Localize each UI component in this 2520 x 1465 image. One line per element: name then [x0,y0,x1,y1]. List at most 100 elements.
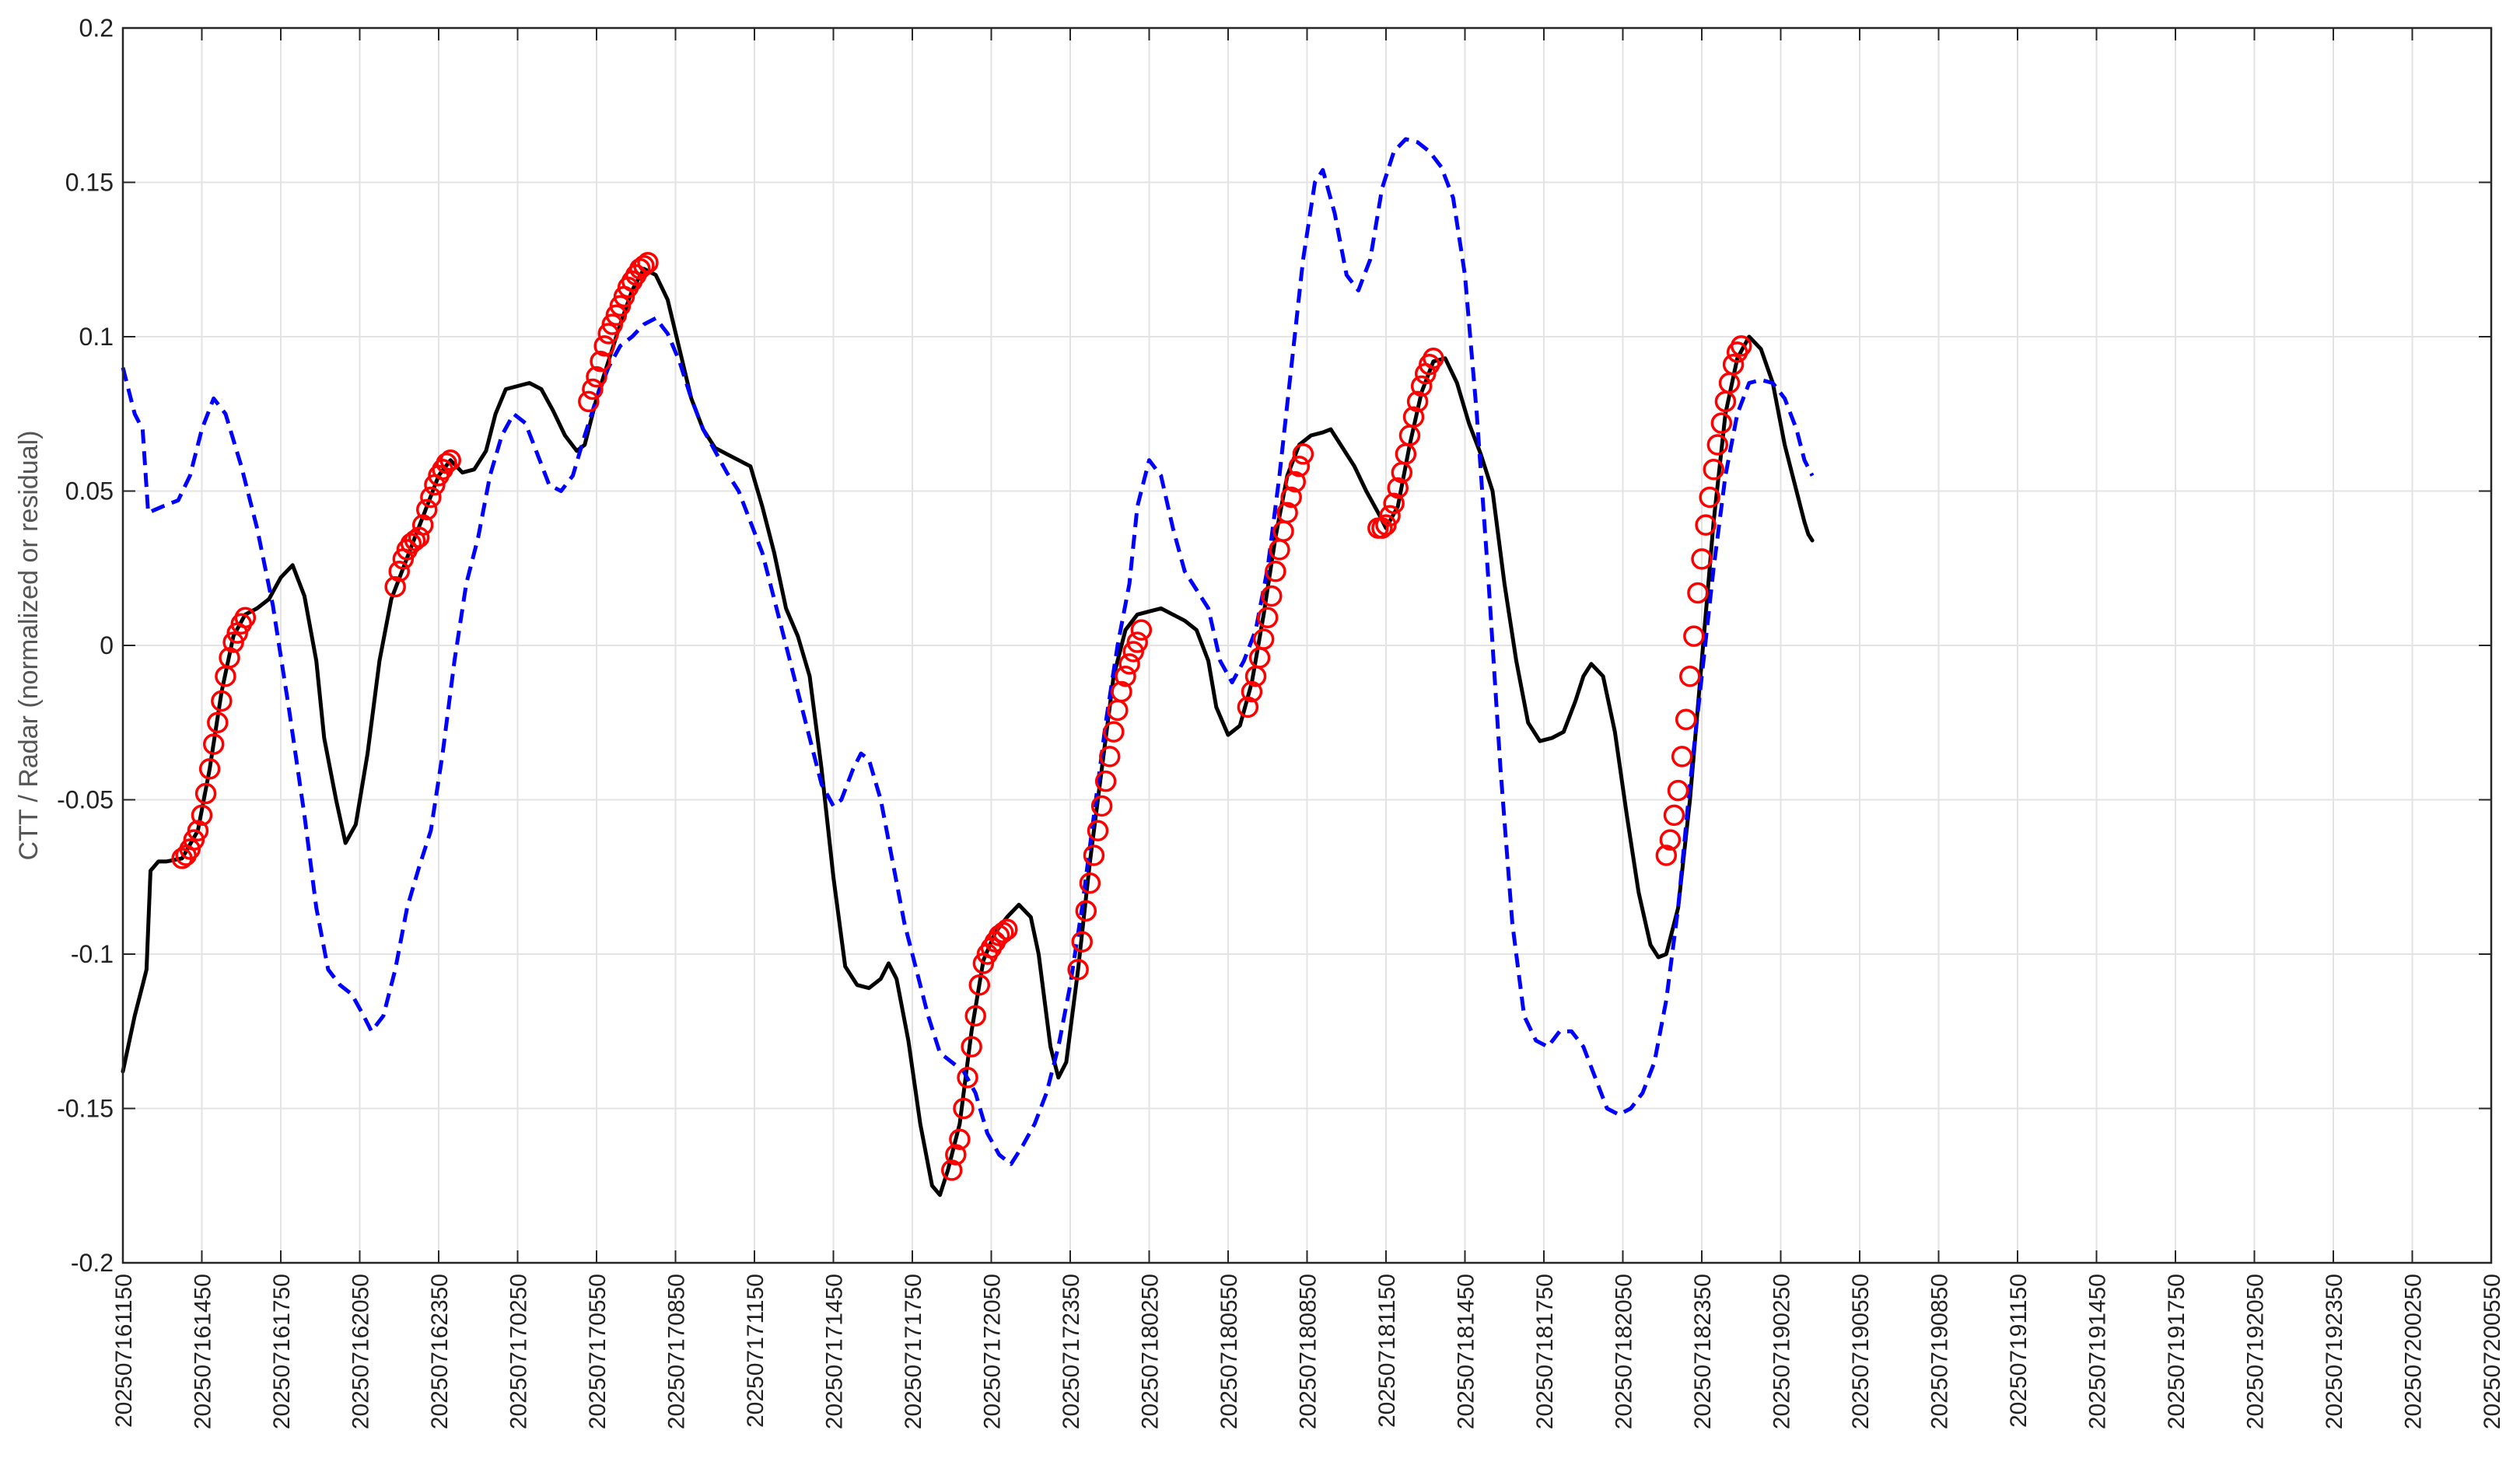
marker-point [605,304,628,326]
marker-point [609,295,632,317]
marker-point [1675,708,1697,731]
marker-point [996,918,1018,940]
marker-point [1237,696,1259,719]
marker-point [1099,746,1121,767]
marker-point [1130,619,1153,641]
marker-point [1722,353,1745,376]
x-tick-label: 202507162350 [427,1274,453,1429]
x-tick-label: 202507162050 [348,1274,374,1429]
marker-point [1375,514,1397,536]
y-tick-label: -0.1 [71,940,114,968]
y-tick-label: -0.05 [57,786,114,814]
marker-point [957,1067,978,1089]
marker-point [219,647,240,669]
marker-point [1406,390,1429,413]
marker-point [968,974,991,996]
marker-point [1679,665,1701,687]
y-axis-ticks: 0.2 0.15 0.1 0.05 0 -0.05 -0.1 -0.15 -0.2 [57,14,2491,1277]
marker-point [1663,804,1685,827]
marker-point [436,453,457,474]
x-tick-label: 202507191150 [2006,1274,2032,1428]
marker-point [961,1036,982,1058]
x-tick-label: 202507190250 [1769,1274,1795,1429]
marker-point [1252,628,1275,650]
marker-point [1699,486,1720,509]
marker-point [1083,844,1105,866]
x-tick-label: 202507171150 [743,1274,768,1428]
marker-point [222,631,244,653]
marker-point [1671,746,1693,767]
marker-point [187,820,209,841]
x-tick-label: 202507170550 [585,1274,611,1429]
x-tick-label: 202507172350 [1059,1274,1084,1429]
marker-point [1655,844,1678,866]
x-tick-label: 202507170250 [506,1274,532,1429]
marker-point [388,560,410,582]
marker-point [1126,631,1149,653]
x-tick-label: 202507191750 [2164,1274,2189,1429]
x-tick-label: 202507161150 [111,1274,137,1428]
x-tick-label: 202507171750 [901,1274,926,1429]
x-tick-label: 202507191450 [2085,1274,2111,1429]
x-tick-label: 202507182350 [1690,1274,1716,1429]
marker-point [578,390,600,413]
marker-point [1659,829,1682,851]
marker-point [420,486,442,509]
marker-point [1379,505,1401,527]
marker-point [211,690,233,712]
marker-point [992,921,1014,943]
marker-point [1067,959,1089,981]
marker-point [1288,455,1311,477]
marker-point [601,313,624,335]
marker-point [1276,502,1298,524]
marker-point [1410,375,1433,397]
marker-point [1691,548,1713,570]
y-tick-label: 0.2 [79,14,114,42]
series-layer [121,137,1815,1198]
marker-point [1079,872,1101,894]
x-tick-label: 202507180550 [1216,1274,1242,1429]
marker-point [945,1144,967,1166]
y-tick-label: 0.05 [65,477,114,505]
marker-point [1695,514,1717,536]
marker-point [949,1128,971,1150]
marker-point [633,254,655,277]
x-tick-label: 202507192350 [2322,1274,2347,1429]
marker-point [194,782,217,805]
marker-point [411,514,434,536]
x-tick-label: 202507190550 [1848,1274,1874,1429]
marker-point [1265,560,1286,582]
x-tick-label: 202507182050 [1612,1274,1637,1429]
dashed-series-line [121,137,1815,1166]
marker-point [1402,406,1425,428]
marker-point [408,526,430,548]
marker-point [1703,458,1724,481]
marker-point [1687,582,1709,604]
marker-point [234,607,257,629]
x-tick-label: 202507161750 [269,1274,295,1429]
marker-point [964,1005,986,1027]
marker-point [439,449,461,471]
marker-point [1241,680,1263,703]
marker-point [1118,653,1140,675]
marker-point [1284,470,1307,493]
x-tick-label: 202507181450 [1454,1274,1479,1429]
marker-point [941,1159,963,1181]
marker-point [179,838,201,860]
marker-point [1710,412,1733,434]
x-tick-label: 202507200550 [2480,1274,2505,1429]
x-tick-label: 202507181150 [1374,1274,1400,1428]
marker-point [1122,641,1144,663]
grid [123,28,2491,1263]
solid-series-line [121,267,1815,1198]
y-tick-label: -0.2 [71,1249,114,1277]
marker-point [1087,820,1109,841]
x-tick-label: 202507161450 [191,1274,216,1429]
marker-point [1383,492,1405,515]
marker-point [1683,625,1705,647]
y-tick-label: 0.15 [65,169,114,197]
marker-point [416,498,438,521]
x-tick-label: 202507190850 [1927,1274,1953,1429]
